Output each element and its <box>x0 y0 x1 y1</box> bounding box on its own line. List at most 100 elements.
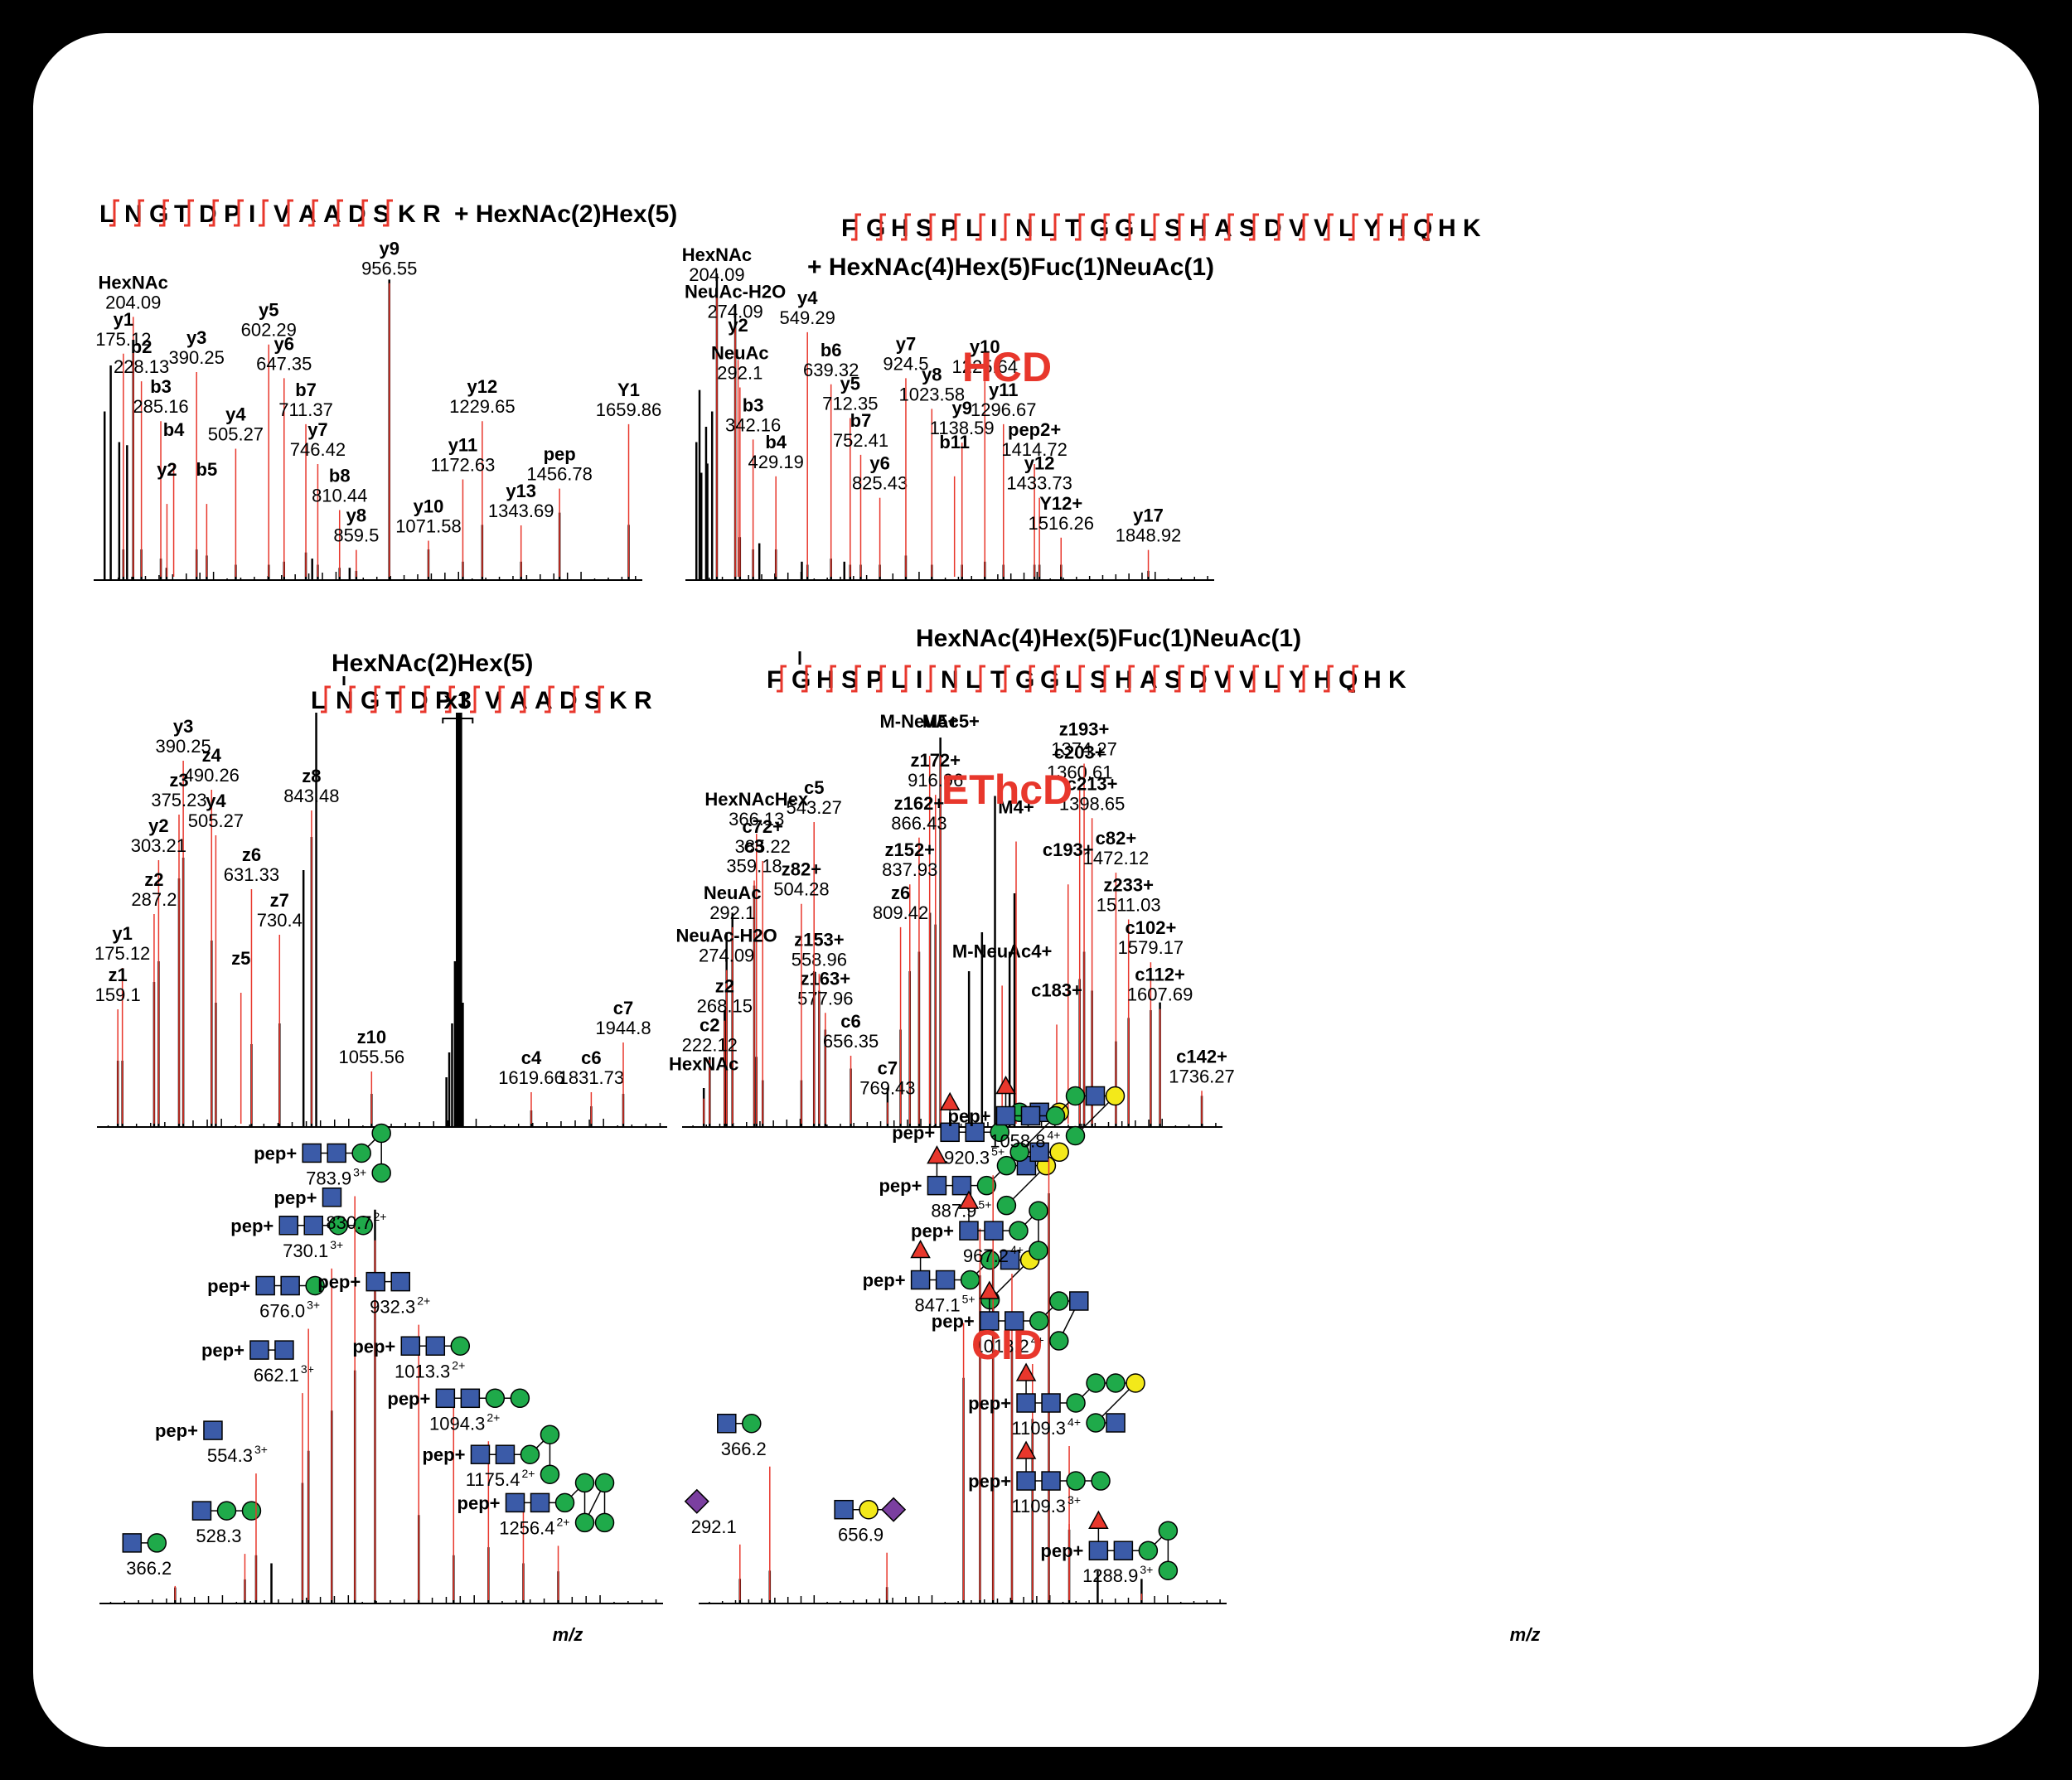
hexnac-square-icon <box>1069 1291 1089 1311</box>
hexnac-square-icon <box>1020 1105 1041 1126</box>
ion-mz-label: 1511.03 <box>1097 895 1161 916</box>
ion-name-label: y3 <box>173 716 193 737</box>
ion-mz-label: 390.25 <box>155 736 211 757</box>
ion-name-label: y7 <box>307 419 327 440</box>
sequence-residue: S <box>916 215 932 242</box>
cleavage-bracket <box>901 665 911 693</box>
peak-annotation: 1109.3 4+pep+ <box>968 1362 1145 1600</box>
cleavage-bracket <box>1373 213 1383 241</box>
ion-mz-label: 1944.8 <box>595 1018 651 1038</box>
figure-card: L N G T D P I V A A D S K R + HexNAc(2)Hex(5) HexNAc 204… <box>33 33 2039 1747</box>
cleavage-bracket <box>1075 213 1085 241</box>
ion-mz-label: 1736.27 <box>1169 1066 1235 1086</box>
mannose-circle-icon <box>1086 1413 1106 1433</box>
sequence-residue: L <box>1040 215 1055 242</box>
peak-annotation: 830.7 2+ pep+ <box>274 1187 386 1600</box>
mannose-circle-icon <box>371 1123 391 1144</box>
cleavage-bracket <box>826 665 836 693</box>
ion-name-label: y1 <box>112 923 132 944</box>
mannose-circle-icon <box>1158 1521 1179 1541</box>
ion-charge-label: 4+ <box>1048 1129 1061 1142</box>
ion-mz-label: 375.23 <box>151 790 206 810</box>
ion-name-label: c82+ <box>1096 828 1137 849</box>
ion-name-label: b11 <box>939 432 970 452</box>
fucose-triangle-icon <box>958 1190 980 1209</box>
sequence-residue: D <box>559 687 578 714</box>
peak-annotation: c203+1360.61 <box>1047 742 1112 1124</box>
cleavage-bracket <box>1224 665 1234 693</box>
ion-name-label: c203+ <box>1054 742 1106 763</box>
ion-name-label: pep+ <box>387 1388 430 1409</box>
cleavage-bracket <box>926 213 936 241</box>
hexnac-square-icon <box>1016 1393 1036 1413</box>
hexnac-square-icon <box>1000 1250 1020 1270</box>
mannose-circle-icon <box>1029 1241 1048 1260</box>
mannose-circle-icon <box>554 1492 575 1513</box>
ion-mz-label: 752.41 <box>833 430 888 451</box>
mannose-circle-icon <box>574 1473 595 1493</box>
ion-mz-label: 342.16 <box>725 414 781 435</box>
ion-name-label: HexNAcHex <box>704 789 808 810</box>
sequence-residue: G <box>361 687 380 714</box>
ion-name-label: z7 <box>270 890 289 911</box>
ion-name-label: NeuAc <box>704 883 762 903</box>
hexnac-square-icon <box>249 1340 269 1360</box>
peak-annotation: 1018.2 4+pep+ <box>932 1280 1089 1600</box>
cleavage-bracket <box>495 685 505 713</box>
sequence-residue: H <box>1388 215 1406 242</box>
ion-name-label: y13 <box>506 481 536 501</box>
ion-name-label: b6 <box>821 340 842 360</box>
peak-annotation: z233+1511.03 <box>1097 875 1161 1124</box>
ion-name-label: y4 <box>797 288 818 308</box>
sequence-residue: N <box>1015 215 1034 242</box>
cleavage-bracket <box>109 199 119 227</box>
ion-name-label: y5 <box>259 300 278 321</box>
mannose-circle-icon <box>1106 1373 1126 1393</box>
hexnac-square-icon <box>1088 1541 1109 1560</box>
fucose-triangle-icon <box>979 1280 1000 1299</box>
peak-annotation: M-NeuAc4+ <box>952 941 1052 1124</box>
sequence-residue: L <box>1264 666 1279 694</box>
cleavage-bracket <box>209 199 219 227</box>
ion-mz-label: 1109.3 <box>1011 1496 1066 1516</box>
ion-mz-label: 1225.64 <box>951 356 1018 377</box>
sequence-residue: T <box>385 687 400 714</box>
sequence-residue: S <box>1164 215 1181 242</box>
mannose-circle-icon <box>1158 1560 1179 1580</box>
cleavage-bracket <box>1025 213 1035 241</box>
peak-annotation: pep2+1414.72 <box>1001 419 1067 577</box>
hexnac-square-icon <box>302 1143 322 1163</box>
ion-mz-label: 783.9 <box>306 1168 351 1188</box>
cleavage-bracket <box>1199 213 1209 241</box>
mannose-circle-icon <box>353 1216 373 1236</box>
sequence-residue: L <box>311 687 326 714</box>
glycan-composition: HexNAc(4)Hex(5)Fuc(1)NeuAc(1) <box>916 625 1301 652</box>
peak-annotation: 366.2 <box>122 1533 177 1600</box>
x-axis-label-left: m/z <box>553 1624 583 1645</box>
ion-charge-label: 4+ <box>1067 1415 1081 1429</box>
cleavage-bracket <box>1125 213 1135 241</box>
ion-mz-label: 1619.66 <box>498 1067 564 1088</box>
ion-mz-label: 390.25 <box>169 347 225 368</box>
spectrum-ethcd-left: L N G T D P I V A A D S K RHexNAc(2)Hex(5)x3y3390.25z… <box>94 650 667 1128</box>
ion-mz-label: 830.7 <box>326 1212 371 1233</box>
cleavage-bracket <box>1000 213 1010 241</box>
mannose-circle-icon <box>1009 1142 1029 1163</box>
sequence-residue: G <box>149 201 168 228</box>
ion-name-label: z163+ <box>801 968 851 989</box>
cleavage-bracket <box>1050 665 1060 693</box>
ion-mz-label: 204.09 <box>105 292 161 312</box>
ion-mz-label: 712.35 <box>822 394 878 414</box>
ion-name-label: M-NeuAc4+ <box>952 941 1052 961</box>
ion-name-label: M-NeuAc5+ <box>879 711 979 732</box>
cleavage-bracket <box>1100 665 1110 693</box>
ion-mz-label: 274.09 <box>699 946 754 966</box>
